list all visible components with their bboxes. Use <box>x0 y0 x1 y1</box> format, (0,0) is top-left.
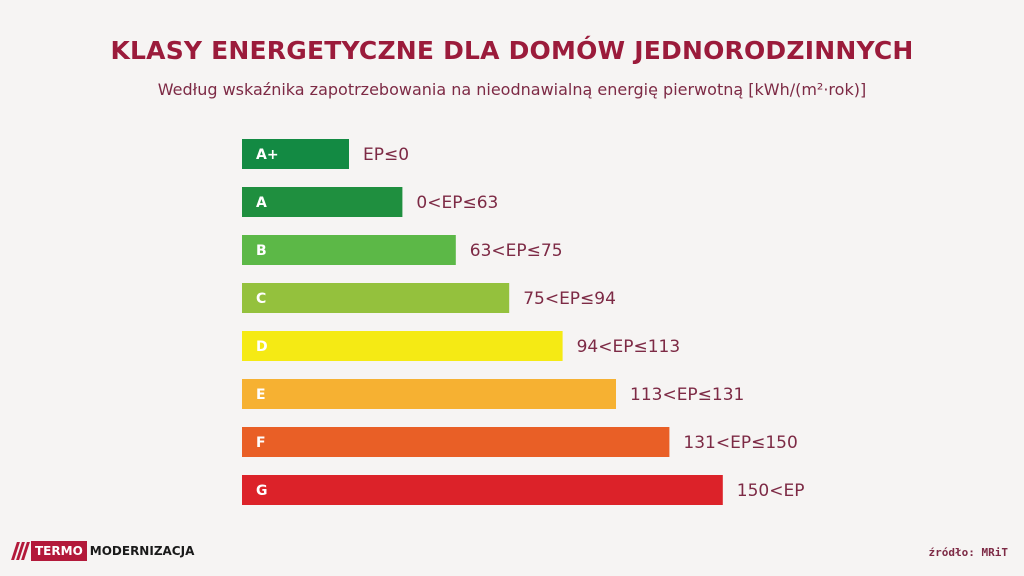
bar-class-a-plus <box>242 139 349 169</box>
source-note: źródło: MRiT <box>928 546 1008 559</box>
bar-class-e <box>242 379 616 409</box>
bar-class-g <box>242 475 723 505</box>
bar-category-label: A <box>256 195 267 211</box>
chart-subtitle: Według wskaźnika zapotrzebowania na nieo… <box>157 80 867 99</box>
logo-stripes-icon <box>11 542 30 560</box>
bar-range-label: 75<EP≤94 <box>523 289 616 309</box>
bar-range-label: 94<EP≤113 <box>577 337 681 357</box>
bar-category-label: D <box>256 339 268 355</box>
bar-class-d <box>242 331 563 361</box>
chart-title: KLASY ENERGETYCZNE DLA DOMÓW JEDNORODZIN… <box>110 36 914 65</box>
bar-range-label: 131<EP≤150 <box>683 433 797 453</box>
logo-text-termo: TERMO <box>31 541 87 561</box>
bar-range-label: EP≤0 <box>363 145 409 165</box>
bar-range-label: 150<EP <box>737 481 805 501</box>
bar-category-label: A+ <box>256 147 279 163</box>
bar-range-label: 0<EP≤63 <box>416 193 498 213</box>
bar-category-label: G <box>256 483 268 499</box>
bar-class-b <box>242 235 456 265</box>
bar-class-a <box>242 187 403 217</box>
logo-text-modernizacja: MODERNIZACJA <box>89 544 195 558</box>
bar-class-f <box>242 427 670 457</box>
bar-category-label: F <box>256 435 266 451</box>
bar-category-label: B <box>256 243 267 259</box>
bar-class-c <box>242 283 510 313</box>
bar-range-label: 63<EP≤75 <box>470 241 563 261</box>
bar-category-label: C <box>256 291 266 307</box>
termomodernizacja-logo: TERMO MODERNIZACJA <box>11 540 195 562</box>
bar-range-label: 113<EP≤131 <box>630 385 744 405</box>
bar-category-label: E <box>256 387 266 403</box>
